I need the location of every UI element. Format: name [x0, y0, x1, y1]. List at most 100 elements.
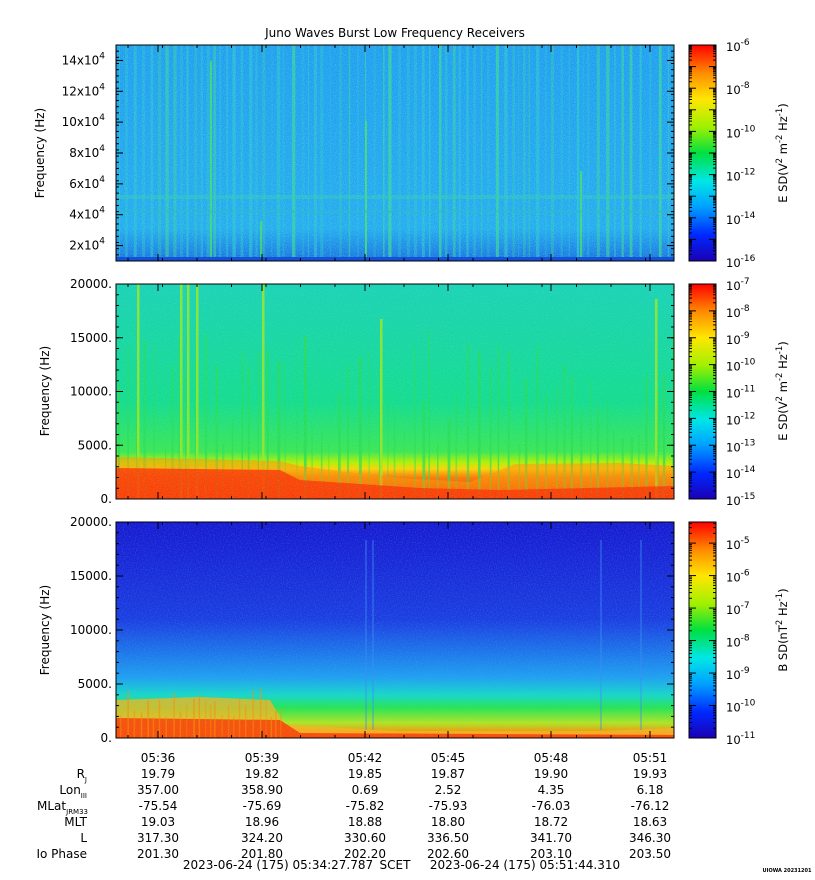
- ephemeris-value: 4.35: [538, 783, 565, 797]
- colorbar-2-ticks: 10-7 10-8 10-9 10-10 10-11 10-12 10-13 10-14 10-…: [689, 277, 756, 508]
- footer-start-time: 2023-06-24 (175) 05:34:27.787: [183, 858, 373, 872]
- y-tick-label: 20000.: [70, 277, 112, 291]
- y-axis-3: 0. 5000. 10000. 15000. 20000.: [70, 515, 674, 745]
- ephemeris-value: 324.20: [241, 831, 283, 845]
- colorbar-1-label: E SD(V2 m-2 Hz-1): [775, 103, 790, 203]
- colorbar-tick-label: 10-13: [726, 438, 755, 454]
- ephemeris-value: -76.12: [631, 799, 670, 813]
- colorbar-tick-label: 10-10: [726, 699, 756, 715]
- y-axis-label-1: Frequency (Hz): [33, 108, 47, 199]
- ephemeris-value: -75.82: [346, 799, 385, 813]
- y-tick-label: 4x104: [69, 206, 105, 222]
- colorbar-tick-label: 10-7: [726, 601, 750, 617]
- time-axis: 05:36 05:39 05:42 05:45 05:48 05:51: [127, 45, 668, 765]
- ephemeris-value: 202.60: [427, 847, 469, 861]
- y-tick-label: 0.: [101, 492, 112, 506]
- y-tick-label: 10x104: [62, 113, 106, 129]
- ephemeris-value: 18.72: [534, 815, 568, 829]
- x-tick-label: 05:48: [534, 751, 569, 765]
- y-axis-label-2: Frequency (Hz): [38, 346, 52, 437]
- colorbar-tick-label: 10-11: [726, 385, 755, 401]
- colorbar-tick-label: 10-5: [726, 536, 750, 552]
- ephemeris-value: 19.03: [141, 815, 175, 829]
- colorbar-tick-label: 10-10: [726, 124, 756, 140]
- ephemeris-value: 358.90: [241, 783, 283, 797]
- colorbar-tick-label: 10-14: [726, 465, 756, 481]
- ephemeris-value: 201.30: [137, 847, 179, 861]
- colorbar-tick-label: 10-16: [726, 254, 756, 270]
- colorbar-2-label: E SD(V2 m-2 Hz-1): [775, 341, 790, 441]
- colorbar-tick-label: 10-10: [726, 358, 756, 374]
- ephemeris-value: 19.82: [245, 767, 279, 781]
- chart-title: Juno Waves Burst Low Frequency Receivers: [264, 26, 525, 40]
- colorbar-tick-label: 10-6: [726, 38, 750, 54]
- colorbar-tick-label: 10-11: [726, 731, 755, 747]
- y-tick-label: 14x104: [62, 51, 106, 67]
- y-tick-label: 0.: [101, 731, 112, 745]
- uiowa-stamp: UIOWA 20231201: [763, 868, 812, 874]
- ephemeris-value: 18.80: [431, 815, 465, 829]
- colorbar-tick-label: 10-6: [726, 569, 750, 585]
- y-axis-1: 2x104 4x104 6x104 8x104 10x104 12x104 14x104: [62, 44, 674, 262]
- ephemeris-value: -76.03: [532, 799, 571, 813]
- ephemeris-value: 203.10: [530, 847, 572, 861]
- x-tick-label: 05:39: [245, 751, 280, 765]
- colorbar-tick-label: 10-12: [726, 168, 755, 184]
- ephemeris-label: MLT: [64, 815, 87, 829]
- colorbar-tick-label: 10-15: [726, 492, 755, 508]
- ephemeris-value: 19.87: [431, 767, 465, 781]
- x-tick-label: 05:36: [141, 751, 176, 765]
- ephemeris-value: 6.18: [637, 783, 664, 797]
- y-tick-label: 12x104: [62, 82, 106, 98]
- y-tick-label: 15000.: [70, 331, 112, 345]
- y-tick-label: 10000.: [70, 623, 112, 637]
- ephemeris-value: 317.30: [137, 831, 179, 845]
- spectrogram-1-baseline: [116, 257, 674, 261]
- x-tick-label: 05:51: [633, 751, 668, 765]
- colorbar-tick-label: 10-9: [726, 331, 750, 347]
- ephemeris-value: -75.54: [139, 799, 178, 813]
- panel-3: 0. 5000. 10000. 15000. 20000. Frequency (Hz)…: [38, 515, 790, 747]
- y-tick-label: 6x104: [69, 175, 105, 191]
- x-tick-label: 05:45: [431, 751, 466, 765]
- ephemeris-value: 18.63: [633, 815, 667, 829]
- colorbar-tick-label: 10-8: [726, 81, 750, 97]
- colorbar-tick-label: 10-8: [726, 634, 750, 650]
- ephemeris-table: RJ 19.79 19.82 19.85 19.87 19.90 19.93 LonIII 35…: [36, 767, 671, 861]
- ephemeris-value: 330.60: [344, 831, 386, 845]
- colorbar-tick-label: 10-12: [726, 411, 755, 427]
- panel-1: 2x104 4x104 6x104 8x104 10x104 12x104 14x104 F…: [33, 38, 790, 270]
- ephemeris-label: MLatJRM33: [37, 799, 88, 816]
- y-tick-label: 20000.: [70, 515, 112, 529]
- ephemeris-label: Io Phase: [36, 847, 87, 861]
- y-tick-label: 5000.: [78, 677, 112, 691]
- ephemeris-value: 336.50: [427, 831, 469, 845]
- colorbar-3-label: B SD(nT2 Hz-1): [775, 588, 790, 671]
- ephemeris-value: 19.90: [534, 767, 568, 781]
- ephemeris-value: 357.00: [137, 783, 179, 797]
- y-tick-label: 5000.: [78, 438, 112, 452]
- panel-2: 0. 5000. 10000. 15000. 20000. Frequency (Hz)…: [38, 277, 790, 508]
- ephemeris-value: 2.52: [435, 783, 462, 797]
- ephemeris-value: 18.96: [245, 815, 279, 829]
- footer-end-time: 2023-06-24 (175) 05:51:44.310: [430, 858, 620, 872]
- ephemeris-value: -75.93: [429, 799, 468, 813]
- ephemeris-value: 18.88: [348, 815, 382, 829]
- colorbar-tick-label: 10-9: [726, 666, 750, 682]
- x-tick-label: 05:42: [348, 751, 383, 765]
- y-tick-label: 8x104: [69, 144, 105, 160]
- colorbar-tick-label: 10-8: [726, 304, 750, 320]
- ephemeris-value: 341.70: [530, 831, 572, 845]
- y-tick-label: 15000.: [70, 569, 112, 583]
- spectrogram-3-noise: [116, 522, 674, 738]
- ephemeris-value: 346.30: [629, 831, 671, 845]
- ephemeris-label: L: [80, 831, 87, 845]
- spectrogram-2-noise: [116, 284, 674, 499]
- footer-scet: SCET: [380, 858, 412, 872]
- ephemeris-value: 0.69: [352, 783, 379, 797]
- ephemeris-value: -75.69: [243, 799, 282, 813]
- y-tick-label: 2x104: [69, 237, 105, 253]
- colorbar-tick-label: 10-7: [726, 277, 750, 293]
- ephemeris-value: 19.93: [633, 767, 667, 781]
